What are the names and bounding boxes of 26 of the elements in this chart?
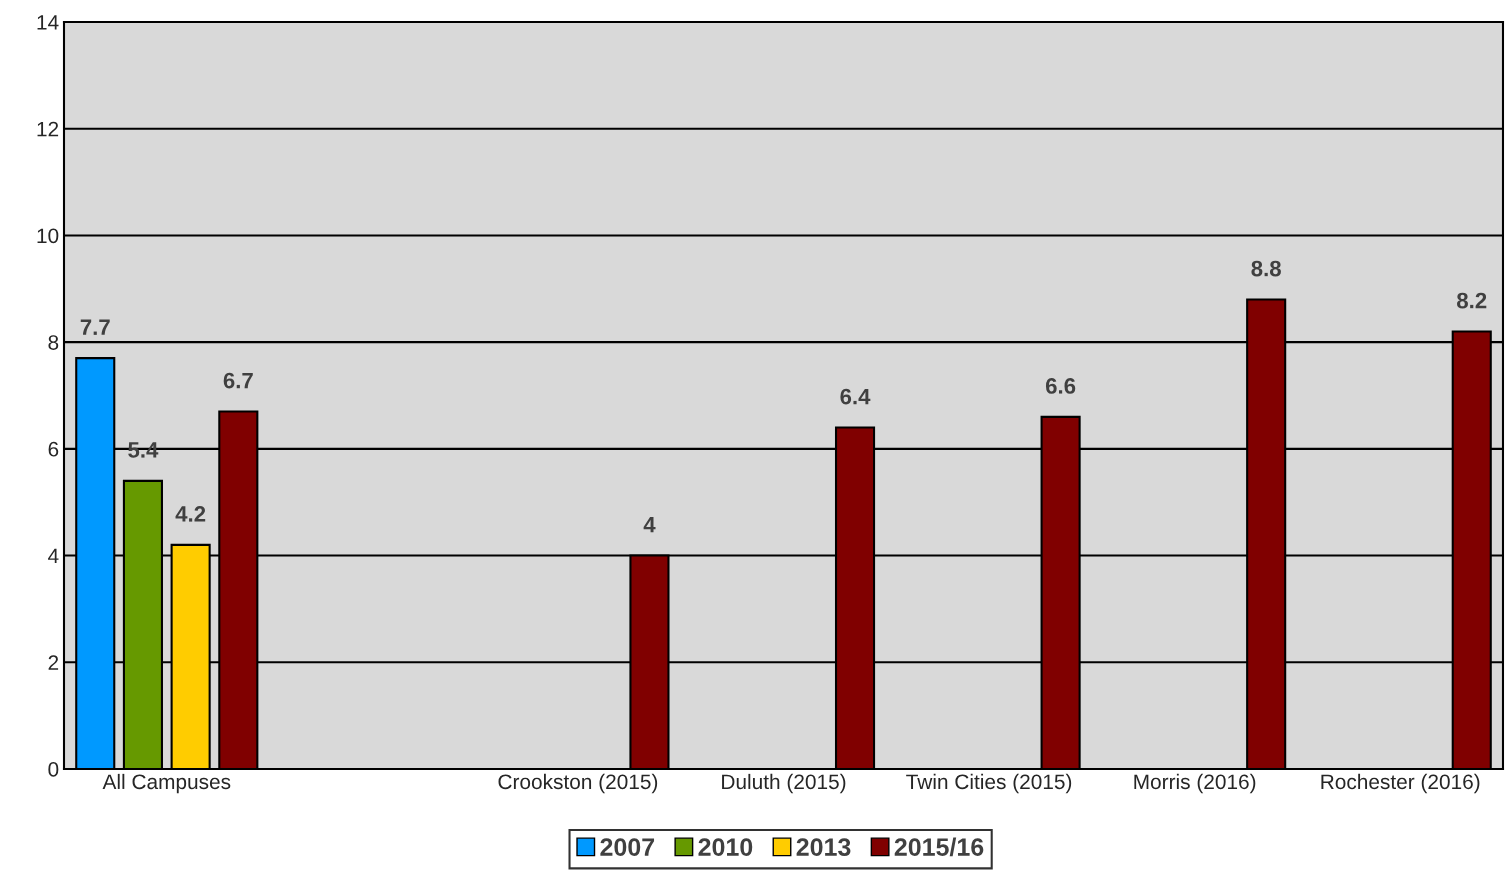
x-tick-label: Twin Cities (2015) — [906, 773, 1072, 794]
data-label: 4.2 — [175, 506, 206, 522]
legend-label: 2007 — [600, 838, 655, 856]
x-tick-label: Rochester (2016) — [1321, 773, 1480, 794]
y-tick-label: 0 — [48, 762, 59, 777]
x-tick-label: Crookston (2015) — [498, 773, 658, 794]
data-label: 6.6 — [1045, 378, 1076, 394]
x-tick-label: All Campuses — [102, 773, 231, 794]
legend-label: 2013 — [796, 838, 851, 856]
data-label: 6.7 — [223, 372, 253, 389]
data-label: 4 — [643, 517, 656, 533]
y-tick-label: 2 — [48, 655, 59, 670]
y-tick-label: 8 — [48, 335, 59, 350]
y-tick-label: 6 — [48, 441, 59, 457]
x-tick-label: Morris (2016) — [1134, 773, 1256, 794]
y-tick-label: 10 — [37, 228, 59, 244]
y-tick-label: 12 — [37, 121, 59, 137]
data-label: 8.2 — [1457, 292, 1487, 309]
data-label: 6.4 — [840, 388, 871, 405]
x-tick-label: Duluth (2015) — [722, 773, 846, 794]
legend-label: 2010 — [698, 838, 753, 856]
legend-label: 2015/16 — [894, 837, 984, 857]
y-tick-label: 14 — [37, 15, 59, 30]
y-tick-label: 4 — [48, 548, 59, 564]
data-label: 7.7 — [80, 319, 110, 335]
data-label: 8.8 — [1251, 260, 1281, 277]
